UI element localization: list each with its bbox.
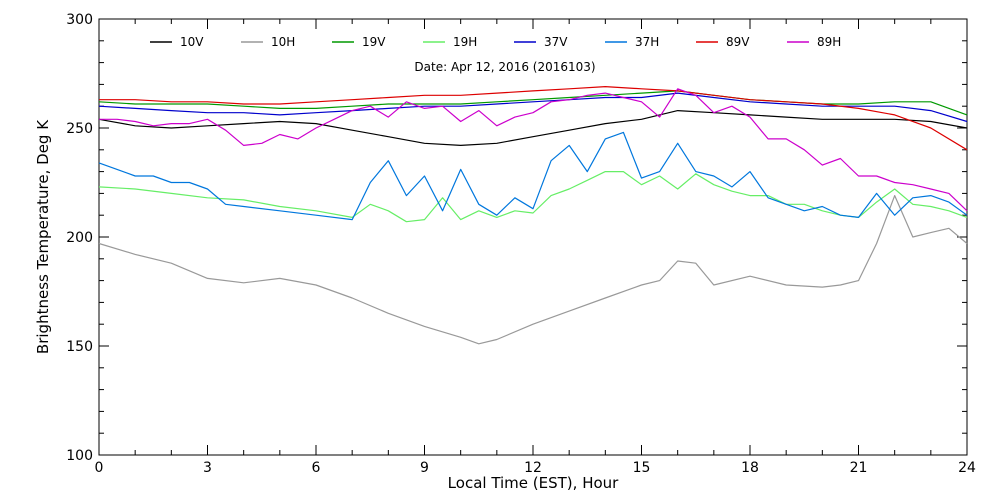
legend-label-19h: 19H (453, 35, 477, 49)
x-tick-label: 18 (741, 460, 759, 476)
legend-label-10h: 10H (271, 35, 295, 49)
series-line-89h (99, 88, 968, 212)
x-tick-label: 21 (850, 460, 868, 476)
axis-tick-labels: 0 3 6 9 12 15 18 21 24 100 150 200 250 300 (66, 12, 976, 476)
x-tick-label: 9 (420, 460, 429, 476)
x-tick-label: 15 (633, 460, 651, 476)
series-lines (98, 85, 968, 345)
series-line-89v (99, 85, 968, 151)
legend-label-37h: 37H (635, 35, 659, 49)
legend-label-19v: 19V (362, 35, 386, 49)
x-tick-label: 0 (95, 460, 104, 476)
chart-subtitle: Date: Apr 12, 2016 (2016103) (414, 60, 595, 74)
y-tick-label: 150 (66, 339, 93, 355)
x-tick-label: 12 (524, 460, 542, 476)
series-line-37v (98, 92, 968, 123)
series-line-37h (98, 131, 968, 221)
legend-label-89v: 89V (726, 35, 750, 49)
series-line-10h (98, 195, 968, 345)
x-tick-label: 24 (958, 460, 976, 476)
plot-frame (98, 18, 968, 456)
legend-label-10v: 10V (180, 35, 204, 49)
axis-ticks (98, 18, 968, 456)
series-line-10v (98, 109, 968, 146)
y-tick-label: 200 (66, 230, 93, 246)
series-line-19h (98, 171, 968, 223)
y-tick-label: 300 (66, 12, 93, 28)
x-tick-label: 6 (312, 460, 321, 476)
x-axis-title: Local Time (EST), Hour (448, 474, 619, 492)
x-tick-label: 3 (203, 460, 212, 476)
y-axis-title: Brightness Temperature, Deg K (34, 119, 52, 354)
y-tick-label: 250 (66, 121, 93, 137)
y-tick-label: 100 (66, 448, 93, 464)
legend-label-89h: 89H (817, 35, 841, 49)
legend: 10V 10H 19V 19H 37V 37H 89V 89H (150, 35, 841, 49)
legend-label-37v: 37V (544, 35, 568, 49)
